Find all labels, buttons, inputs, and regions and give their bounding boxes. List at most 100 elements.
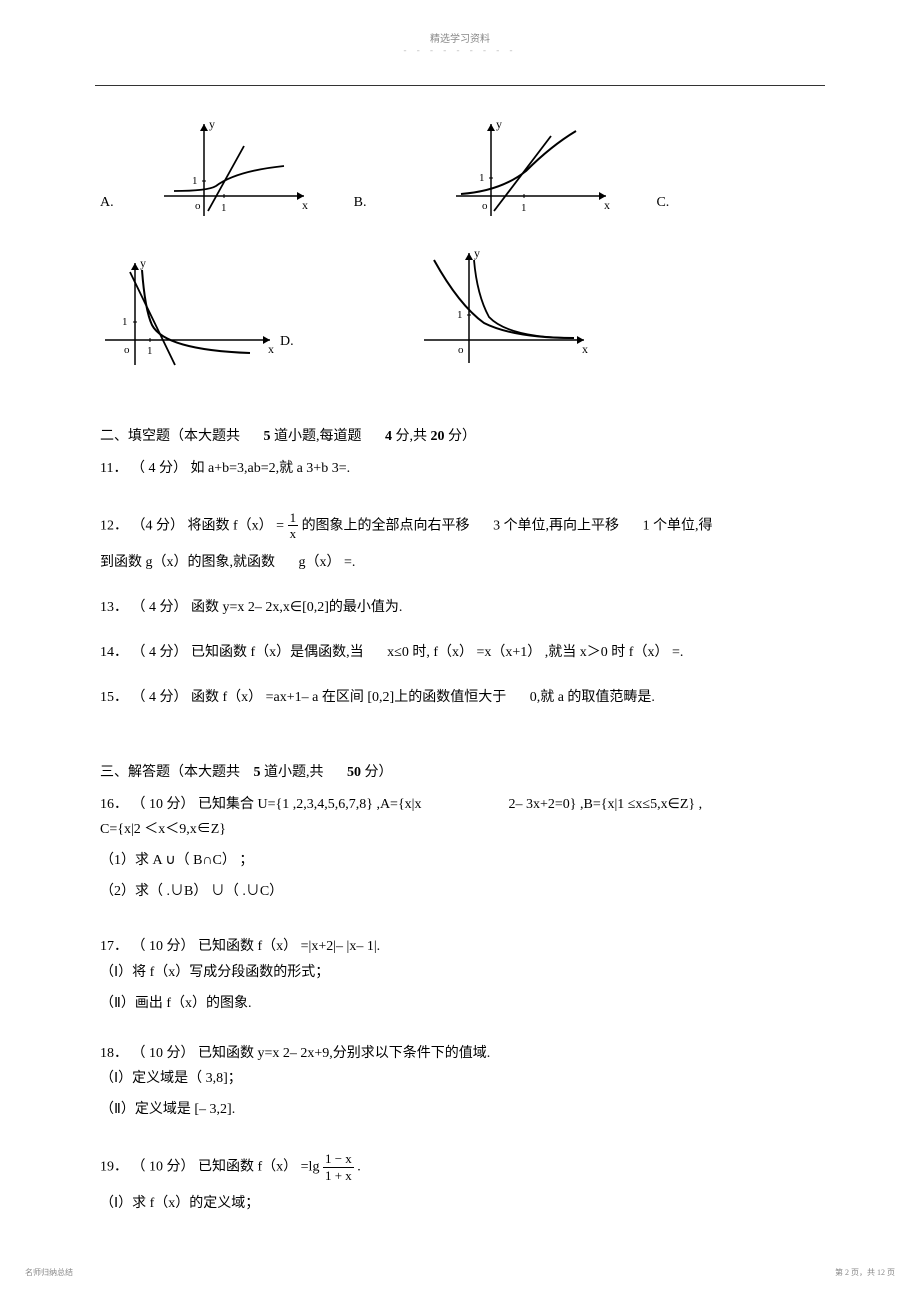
q19-pts: （ 10 分） [132,1160,195,1175]
page-header: 精选学习资料 [0,0,920,45]
question-19: 19． （ 10 分） 已知函数 f（x） =lg 1 − x 1 + x . … [100,1152,820,1216]
frac-num: 1 [288,511,299,526]
q11-text: 如 a+b=3,ab=2,就 a 3+b 3=. [190,461,350,476]
svg-text:o: o [195,200,201,212]
q12-pts: （4 分） [132,518,185,533]
header-title: 精选学习资料 [430,34,490,45]
section-3-title: 三、解答题（本大题共 5 道小题,共 50 分） [100,760,820,785]
q16-p2: （2）求（ .∪B） ∪（ .∪C） [100,879,820,904]
svg-text:1: 1 [122,316,128,328]
option-d-label: D. [280,329,294,384]
s3-total: 50 [347,765,361,780]
q12-t1: 将函数 f（x） = [188,518,285,533]
q12-t4: 个单位,得 [653,518,713,533]
svg-text:y: y [209,117,215,131]
option-b-label: B. [354,190,367,235]
graph-c: y x o 1 1 [100,255,280,384]
graph-b: y x o 1 1 [446,116,616,235]
svg-text:y: y [140,256,146,270]
q19-num: 19． [100,1160,128,1175]
svg-text:x: x [604,198,610,212]
graph-a: y x o 1 1 [154,116,314,235]
footer-left: 名师归纳总结 [25,1267,73,1278]
q19-p1: （Ⅰ）求 f（x）的定义域； [100,1191,820,1216]
question-17: 17． （ 10 分） 已知函数 f（x） =|x+2|– |x– 1|. （Ⅰ… [100,934,820,1016]
footer-right: 第 2 页，共 12 页 [835,1267,895,1278]
question-16: 16． （ 10 分） 已知集合 U={1 ,2,3,4,5,6,7,8} ,A… [100,792,820,905]
question-11: 11． （ 4 分） 如 a+b=3,ab=2,就 a 3+b 3=. [100,456,820,481]
svg-text:y: y [496,117,502,131]
q12-t3: 个单位,再向上平移 [504,518,620,533]
q13-pts: （ 4 分） [132,600,188,615]
q19-t2: . [357,1160,361,1175]
question-18: 18． （ 10 分） 已知函数 y=x 2– 2x+9,分别求以下条件下的值域… [100,1041,820,1123]
option-row-1: A. y x o 1 1 B. [100,116,820,235]
svg-text:1: 1 [479,172,485,184]
graph-d: y x o 1 [414,245,594,384]
q16-p1: （1）求 A ∪（ B∩C） ； [100,848,820,873]
fraction-lg: 1 − x 1 + x [323,1152,354,1183]
q17-text: 已知函数 f（x） =|x+2|– |x– 1|. [198,939,380,954]
q11-pts: （ 4 分） [131,461,187,476]
q13-num: 13． [100,600,128,615]
svg-text:x: x [582,342,588,356]
s2-pts: 4 [385,429,392,444]
q12-s2: 1 [643,518,650,533]
footer-mid: 页，共 [851,1268,875,1277]
q12-num: 12． [100,518,128,533]
q12-t2: 的图象上的全部点向右平移 [302,518,470,533]
svg-text:x: x [268,342,274,356]
svg-text:o: o [458,344,464,356]
page-content: A. y x o 1 1 B. [100,86,820,1217]
question-14: 14． （ 4 分） 已知函数 f（x）是偶函数,当 x≤0 时, f（x） =… [100,640,820,665]
s3-mid: 道小题,共 [264,765,324,780]
svg-text:o: o [482,200,488,212]
q17-p2: （Ⅱ）画出 f（x）的图象. [100,991,820,1016]
q17-num: 17． [100,939,128,954]
s2-end: 分） [448,429,476,444]
frac-num-19: 1 − x [323,1152,354,1167]
q18-pts: （ 10 分） [132,1046,195,1061]
q12-s1: 3 [493,518,500,533]
s3-count: 5 [254,765,261,780]
svg-text:1: 1 [521,202,527,214]
frac-den: x [288,526,299,542]
svg-text:x: x [302,198,308,212]
q16-t3: C={x|2 ＜x＜9,x∈Z} [100,817,820,842]
q12-t5: 到函数 g（x）的图象,就函数 [100,555,275,570]
option-row-2: y x o 1 1 D. y x o 1 [100,245,820,384]
q18-p1: （Ⅰ）定义域是（ 3,8]； [100,1066,820,1091]
svg-text:y: y [474,246,480,260]
q15-t1: 函数 f（x） =ax+1– a 在区间 [0,2]上的函数值恒大于 [191,690,506,705]
fraction-1-x: 1 x [288,511,299,542]
s2-count: 5 [264,429,271,444]
svg-text:1: 1 [147,345,153,357]
s3-end: 分） [365,765,393,780]
q16-t1: 已知集合 U={1 ,2,3,4,5,6,7,8} ,A={x|x [198,797,421,812]
q15-pts: （ 4 分） [132,690,188,705]
option-a-label: A. [100,190,114,235]
q11-num: 11． [100,461,127,476]
svg-text:1: 1 [192,175,198,187]
q12-t6: g（x） =. [299,555,356,570]
q14-t2: x≤0 时, f（x） =x（x+1） ,就当 x＞0 时 f（x） =. [387,645,683,660]
footer-end: 页 [887,1268,895,1277]
option-c-label: C. [656,190,669,235]
q14-num: 14． [100,645,128,660]
svg-text:1: 1 [221,202,227,214]
question-13: 13． （ 4 分） 函数 y=x 2– 2x,x∈[0,2]的最小值为. [100,595,820,620]
s2-total: 20 [431,429,445,444]
q19-t1: 已知函数 f（x） =lg [198,1160,319,1175]
q15-t2: 0,就 a 的取值范畴是. [530,690,655,705]
q17-p1: （Ⅰ）将 f（x）写成分段函数的形式； [100,960,820,985]
header-subtitle: - - - - - - - - - [0,45,920,55]
s3-pre: 三、解答题（本大题共 [100,765,240,780]
s2-pre: 二、填空题（本大题共 [100,429,240,444]
svg-text:1: 1 [457,309,463,321]
question-12: 12． （4 分） 将函数 f（x） = 1 x 的图象上的全部点向右平移 3 … [100,511,820,575]
svg-text:o: o [124,344,130,356]
question-15: 15． （ 4 分） 函数 f（x） =ax+1– a 在区间 [0,2]上的函… [100,685,820,710]
frac-den-19: 1 + x [323,1168,354,1184]
q16-pts: （ 10 分） [132,797,195,812]
q14-pts: （ 4 分） [132,645,188,660]
